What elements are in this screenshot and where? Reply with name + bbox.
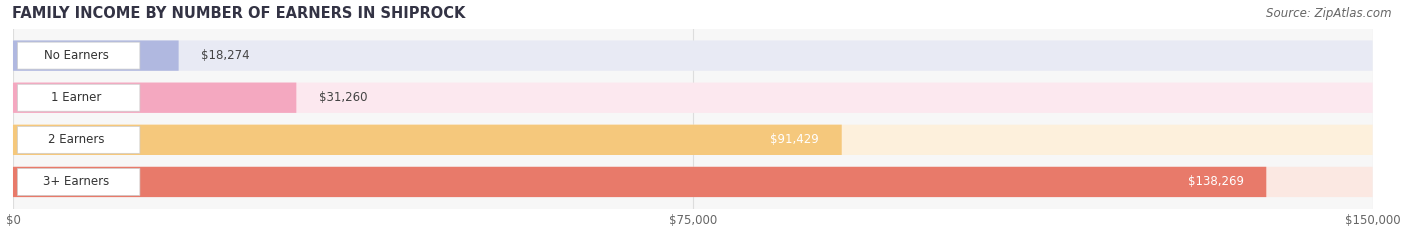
FancyBboxPatch shape [13,167,1372,197]
Text: 2 Earners: 2 Earners [48,133,104,146]
Text: 1 Earner: 1 Earner [51,91,101,104]
Text: No Earners: No Earners [44,49,108,62]
FancyBboxPatch shape [13,167,1267,197]
FancyBboxPatch shape [13,82,1372,113]
FancyBboxPatch shape [13,41,1372,71]
FancyBboxPatch shape [17,84,139,111]
Text: $18,274: $18,274 [201,49,250,62]
Text: 3+ Earners: 3+ Earners [44,175,110,188]
Text: $91,429: $91,429 [770,133,820,146]
FancyBboxPatch shape [13,125,842,155]
FancyBboxPatch shape [17,42,139,69]
FancyBboxPatch shape [13,41,179,71]
FancyBboxPatch shape [13,125,1372,155]
Text: $31,260: $31,260 [319,91,367,104]
Text: $138,269: $138,269 [1188,175,1244,188]
Text: FAMILY INCOME BY NUMBER OF EARNERS IN SHIPROCK: FAMILY INCOME BY NUMBER OF EARNERS IN SH… [11,6,465,21]
FancyBboxPatch shape [17,168,139,195]
Text: Source: ZipAtlas.com: Source: ZipAtlas.com [1267,7,1392,20]
FancyBboxPatch shape [13,82,297,113]
FancyBboxPatch shape [17,126,139,153]
